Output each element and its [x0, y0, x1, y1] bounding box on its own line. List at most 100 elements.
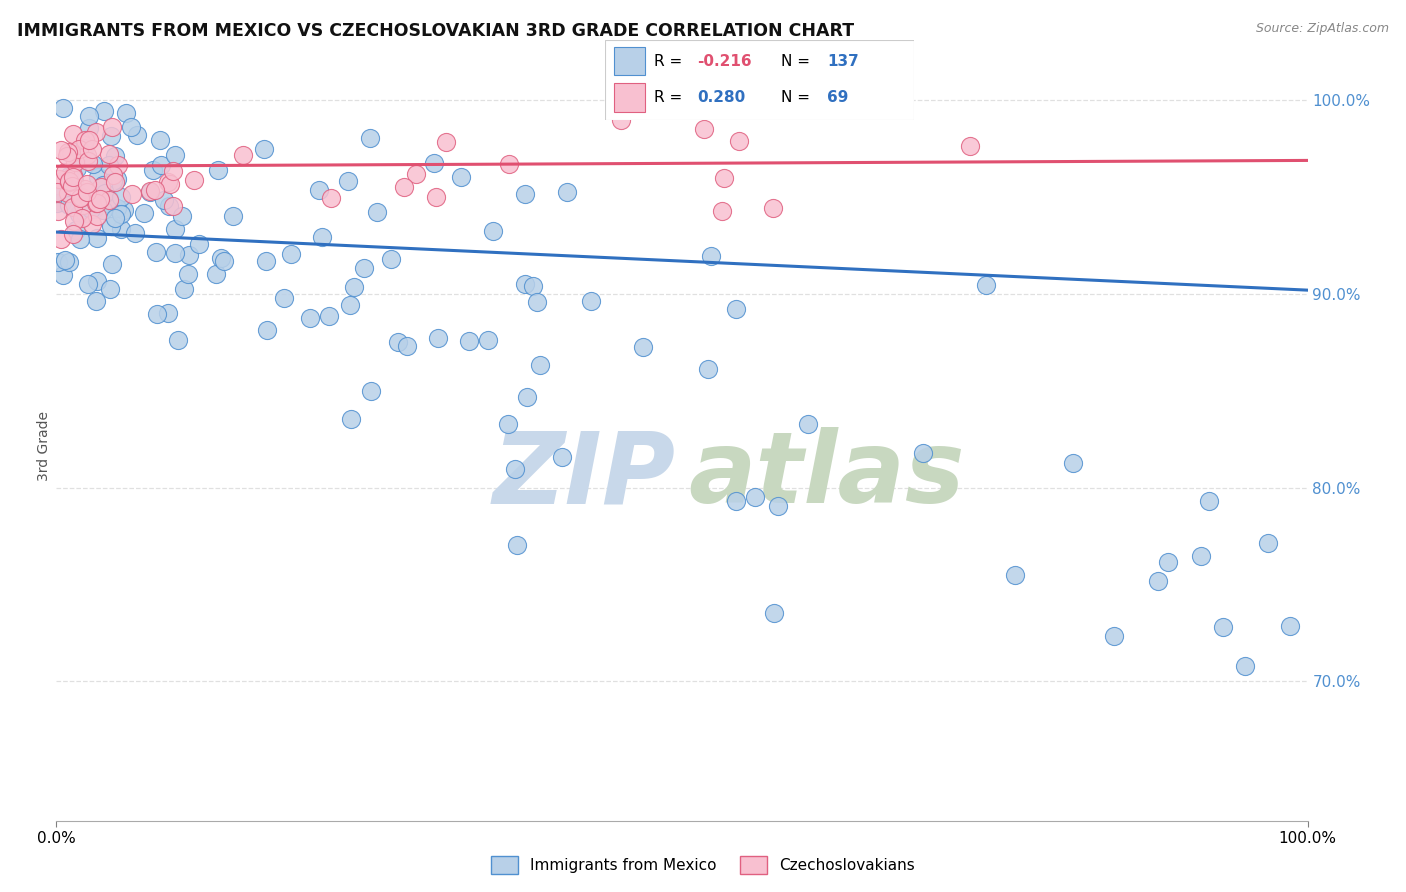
- Point: [177, 248, 200, 262]
- Point: [145, 244, 167, 259]
- Point: [711, 203, 734, 218]
- Point: [101, 120, 124, 134]
- Point: [83, 202, 105, 217]
- Point: [395, 339, 418, 353]
- Point: [1146, 574, 1168, 588]
- Point: [1279, 619, 1302, 633]
- Point: [159, 177, 181, 191]
- Point: [727, 134, 749, 148]
- Point: [100, 129, 122, 144]
- Point: [49, 143, 72, 157]
- Text: 137: 137: [827, 54, 859, 69]
- Point: [69, 231, 91, 245]
- Point: [53, 252, 76, 267]
- Point: [97, 147, 120, 161]
- Point: [423, 156, 446, 170]
- Point: [149, 158, 172, 172]
- Point: [105, 202, 128, 216]
- Point: [211, 252, 233, 266]
- Point: [75, 133, 97, 147]
- Point: [58, 174, 80, 188]
- Point: [1212, 620, 1234, 634]
- Point: [609, 113, 631, 128]
- Point: [513, 277, 536, 292]
- Point: [299, 311, 322, 326]
- Point: [56, 149, 79, 163]
- Point: [204, 267, 226, 281]
- Point: [49, 186, 72, 201]
- Point: [110, 190, 132, 204]
- Point: [66, 161, 89, 175]
- Point: [340, 412, 363, 426]
- Y-axis label: 3rd Grade: 3rd Grade: [37, 411, 51, 481]
- Point: [77, 120, 100, 135]
- Point: [72, 198, 94, 212]
- Point: [48, 255, 70, 269]
- Point: [101, 257, 124, 271]
- Text: -0.216: -0.216: [697, 54, 752, 69]
- Point: [157, 199, 180, 213]
- Point: [56, 186, 79, 201]
- Point: [72, 140, 94, 154]
- Point: [166, 333, 188, 347]
- Point: [76, 148, 98, 162]
- Point: [97, 193, 120, 207]
- Point: [60, 145, 83, 160]
- Point: [696, 362, 718, 376]
- Point: [46, 185, 69, 199]
- Point: [232, 147, 254, 161]
- Point: [579, 293, 602, 308]
- Point: [134, 205, 156, 219]
- Point: [482, 224, 505, 238]
- Point: [52, 101, 75, 115]
- Point: [1198, 493, 1220, 508]
- Point: [762, 606, 785, 620]
- Point: [163, 148, 186, 162]
- Point: [337, 174, 360, 188]
- Point: [91, 178, 114, 192]
- Point: [62, 227, 84, 241]
- Text: R =: R =: [654, 90, 688, 105]
- Point: [62, 169, 84, 184]
- Point: [366, 204, 388, 219]
- Point: [86, 195, 108, 210]
- Point: [53, 164, 76, 178]
- Point: [49, 232, 72, 246]
- Point: [76, 277, 98, 292]
- Point: [82, 157, 104, 171]
- Point: [103, 211, 125, 225]
- Point: [280, 247, 302, 261]
- Point: [104, 149, 127, 163]
- Point: [101, 168, 124, 182]
- Point: [107, 158, 129, 172]
- Point: [156, 306, 179, 320]
- Point: [762, 201, 785, 215]
- Point: [112, 203, 135, 218]
- Point: [1104, 629, 1126, 643]
- Point: [98, 281, 121, 295]
- Point: [1157, 555, 1180, 569]
- Point: [84, 125, 107, 139]
- Point: [516, 390, 538, 404]
- Legend: Immigrants from Mexico, Czechoslovakians: Immigrants from Mexico, Czechoslovakians: [485, 850, 921, 880]
- Point: [58, 175, 80, 189]
- FancyBboxPatch shape: [605, 40, 914, 120]
- Point: [62, 168, 84, 182]
- Point: [77, 153, 100, 168]
- Point: [222, 209, 245, 223]
- Point: [959, 138, 981, 153]
- Text: N =: N =: [780, 54, 814, 69]
- Point: [1234, 658, 1257, 673]
- Point: [86, 209, 108, 223]
- Point: [143, 183, 166, 197]
- Point: [1004, 567, 1026, 582]
- Point: [797, 417, 820, 431]
- Point: [253, 142, 276, 156]
- Point: [254, 254, 277, 268]
- Point: [101, 174, 124, 188]
- Point: [343, 279, 366, 293]
- Point: [724, 301, 747, 316]
- Point: [693, 122, 716, 136]
- Point: [392, 179, 415, 194]
- Point: [105, 172, 128, 186]
